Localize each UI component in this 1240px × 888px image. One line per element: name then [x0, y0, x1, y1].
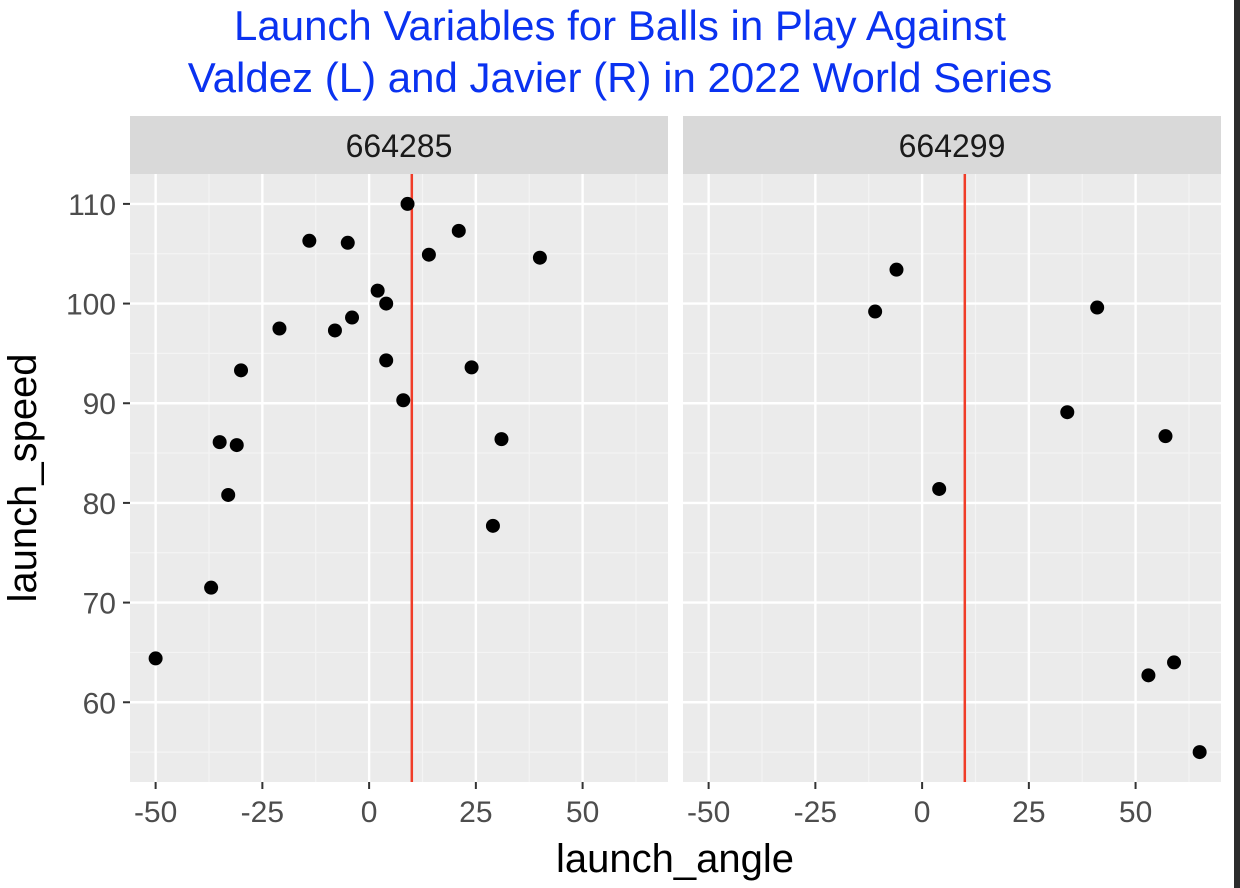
x-tick-label: -25 — [241, 796, 284, 829]
facet-strip-label: 664285 — [346, 128, 453, 164]
panel-background — [130, 174, 668, 782]
data-point — [421, 247, 436, 262]
y-tick-label: 100 — [66, 289, 116, 322]
window-edge — [1234, 0, 1240, 888]
data-point — [229, 438, 244, 453]
y-tick-label: 70 — [83, 588, 116, 621]
y-tick-label: 110 — [68, 189, 116, 222]
data-point — [1167, 655, 1182, 670]
data-point — [396, 393, 411, 408]
data-point — [302, 233, 317, 248]
data-point — [148, 651, 163, 666]
data-point — [212, 435, 227, 450]
y-tick-label: 80 — [83, 488, 116, 521]
facet-strip — [683, 116, 1221, 174]
data-point — [379, 353, 394, 368]
data-point — [1192, 745, 1207, 760]
data-point — [370, 283, 385, 298]
data-point — [327, 323, 342, 338]
x-tick-label: 0 — [914, 796, 931, 829]
panel-background — [683, 174, 1221, 782]
data-point — [889, 262, 904, 277]
data-point — [221, 487, 236, 502]
x-tick-label: 25 — [459, 796, 492, 829]
x-tick-label: -25 — [794, 796, 837, 829]
data-point — [400, 196, 415, 211]
y-tick-label: 60 — [83, 687, 116, 720]
data-point — [204, 580, 219, 595]
x-axis-title: launch_angle — [556, 837, 794, 881]
facet-panel-664299: 664299 -50 -25 0 25 50 — [683, 116, 1221, 829]
x-tick-label: 0 — [361, 796, 378, 829]
chart-title-line-2: Valdez (L) and Javier (R) in 2022 World … — [187, 54, 1053, 101]
x-tick-label: 50 — [1119, 796, 1152, 829]
facet-panel-664285: 664285 -50 -25 0 25 50 — [130, 116, 668, 829]
data-point — [379, 296, 394, 311]
data-point — [345, 310, 360, 325]
x-tick-label: 50 — [566, 796, 599, 829]
data-point — [494, 432, 509, 447]
x-tick-label: -50 — [687, 796, 730, 829]
data-point — [451, 223, 466, 238]
data-point — [1158, 429, 1173, 444]
data-point — [532, 250, 547, 265]
data-point — [1060, 405, 1075, 420]
data-point — [272, 321, 287, 336]
x-tick-label: 25 — [1012, 796, 1045, 829]
data-point — [868, 304, 883, 319]
chart-title-line-1: Launch Variables for Balls in Play Again… — [234, 2, 1006, 49]
data-point — [464, 360, 479, 375]
y-axis-title: launch_speed — [1, 353, 45, 602]
data-point — [1141, 668, 1156, 683]
data-point — [1090, 300, 1105, 315]
x-tick-label: -50 — [134, 796, 177, 829]
facet-strip-label: 664299 — [899, 128, 1006, 164]
data-point — [234, 363, 249, 378]
data-point — [485, 518, 500, 533]
data-point — [932, 481, 947, 496]
data-point — [340, 235, 355, 250]
y-tick-label: 90 — [83, 388, 116, 421]
facet-strip — [130, 116, 668, 174]
